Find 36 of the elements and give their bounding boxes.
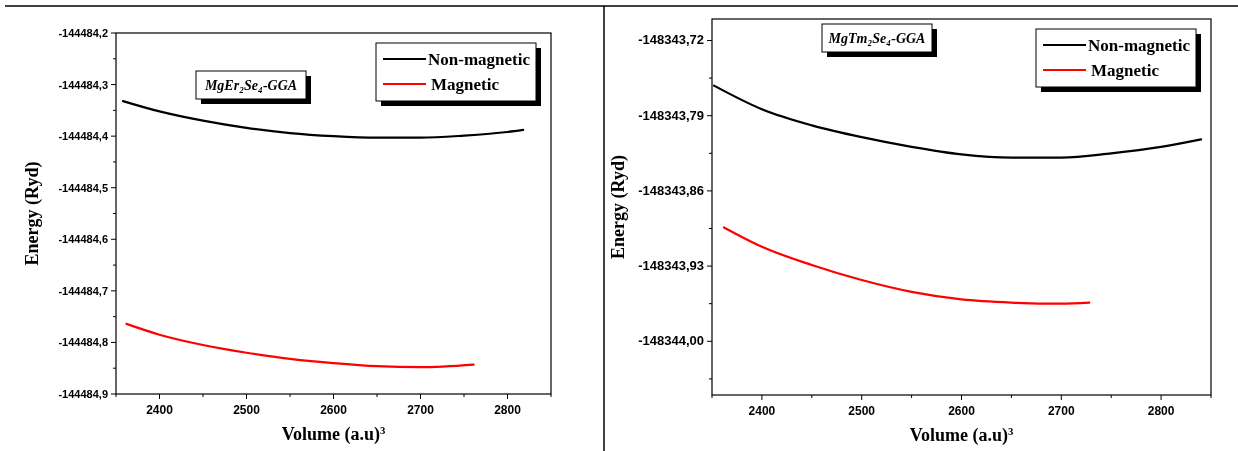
y-tick-label: -144484,7: [58, 284, 108, 297]
line-series: [121, 99, 525, 139]
y-tick-label: -148343,86: [638, 182, 704, 198]
x-tick-label: 2700: [407, 403, 435, 417]
y-axis-title: Energy (Ryd): [22, 161, 43, 266]
line-series: [722, 226, 1091, 305]
text: MgTm₂Se₄-GGA: [827, 31, 926, 46]
legend-label: Non-magnetic: [1088, 36, 1191, 55]
y-tick-label: -144484,2: [58, 27, 108, 39]
x-axis-title: Volume (a.u)$^{3}$: [909, 425, 1014, 446]
y-tick-label: -144484,5: [58, 181, 108, 194]
y-tick-label: -148343,72: [638, 32, 704, 48]
x-tick-label: 2800: [494, 403, 522, 417]
y-tick-label: -148343,79: [638, 107, 704, 123]
x-tick-label: 2600: [948, 404, 976, 418]
x-tick-label: 2500: [848, 404, 876, 418]
y-tick-label: -148343,93: [638, 258, 704, 274]
x-tick-label: 2400: [748, 404, 776, 418]
x-axis-title: Volume (a.u)$^{3}$: [281, 424, 386, 445]
y-tick-label: -144484,8: [58, 336, 108, 349]
y-tick-label: -144484,4: [58, 130, 109, 143]
x-tick-label: 2700: [1047, 404, 1075, 418]
y-axis-title: Energy (Ryd): [608, 155, 629, 259]
x-tick-label: 2500: [233, 403, 261, 417]
text: MgEr₂Se₄-GGA: [203, 78, 298, 93]
legend-label: Non-magnetic: [428, 50, 531, 69]
x-tick-label: 2800: [1147, 404, 1175, 418]
y-tick-label: -144484,9: [58, 388, 108, 400]
legend-label: Magnetic: [1091, 61, 1160, 80]
legend-label: Magnetic: [431, 75, 500, 94]
y-tick-label: -144484,6: [58, 233, 108, 246]
x-tick-label: 2400: [146, 403, 174, 417]
y-tick-label: -148344,00: [638, 333, 704, 349]
x-tick-label: 2600: [320, 403, 348, 417]
line-series: [125, 322, 475, 369]
y-tick-label: -144484,3: [58, 78, 108, 91]
